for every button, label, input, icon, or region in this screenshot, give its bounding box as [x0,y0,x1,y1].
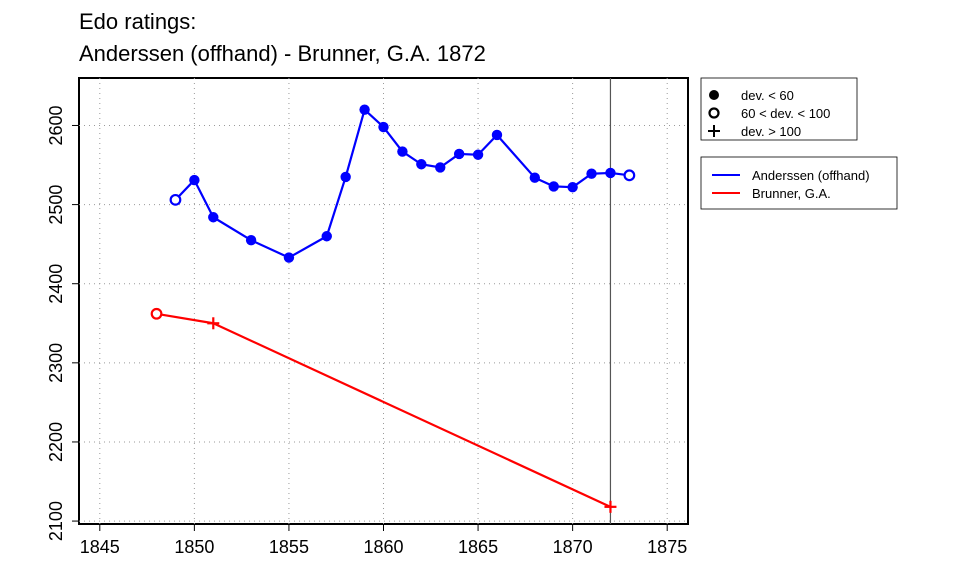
series-line-brunner [156,312,611,508]
series-line-anderssen [174,108,630,259]
data-point-anderssen [623,169,636,182]
data-point-anderssen [169,193,182,206]
legend-plus-icon [708,125,720,137]
legend-open-dot-icon [708,107,720,119]
legend-label-brunner: Brunner, G.A. [752,186,831,201]
y-tick-label: 2100 [46,501,66,541]
series-layer [150,104,636,513]
deviation-legend-box [700,77,858,141]
series-legend-box [700,156,898,210]
data-point-anderssen [567,181,578,193]
legend-filled-dot-icon [709,90,719,100]
x-tick-label: 1865 [458,537,498,557]
x-tick-label: 1850 [174,537,214,557]
data-point-brunner [207,317,220,330]
data-point-anderssen [491,129,503,141]
data-point-brunner [604,500,617,513]
deviation-legend: dev. < 60 60 < dev. < 100 dev. > 100 [700,77,858,141]
data-point-anderssen [453,148,465,160]
y-tick-label: 2400 [46,264,66,304]
data-point-anderssen [378,121,389,133]
legend-label-anderssen: Anderssen (offhand) [752,168,870,183]
x-tick-label: 1875 [647,537,687,557]
data-point-anderssen [435,162,446,173]
data-point-anderssen [359,104,370,115]
data-point-brunner [150,307,163,320]
chart-title-line-2: Anderssen (offhand) - Brunner, G.A. 1872 [79,41,486,66]
data-point-anderssen [586,168,597,179]
data-point-anderssen [283,252,295,263]
data-point-anderssen [416,159,427,170]
x-tick-label: 1855 [269,537,309,557]
data-point-anderssen [548,181,559,192]
data-point-anderssen [340,171,351,183]
y-tick-label: 2500 [46,185,66,225]
data-point-anderssen [189,174,200,186]
plot-frame [78,77,689,525]
data-point-anderssen [208,212,219,223]
legend-dev-high-label: dev. > 100 [741,124,801,139]
data-point-anderssen [321,231,332,242]
y-tick-label: 2200 [46,422,66,462]
y-tick-label: 2600 [46,105,66,145]
data-point-anderssen [397,146,408,157]
y-tick-label: 2300 [46,343,66,383]
series-legend: Anderssen (offhand) Brunner, G.A. [700,156,898,210]
data-point-anderssen [472,149,484,160]
x-tick-label: 1860 [363,537,403,557]
legend-dev-low-label: dev. < 60 [741,88,794,103]
legend-dev-mid-label: 60 < dev. < 100 [741,106,830,121]
axis-layer: 1845 1850 1855 1860 1865 1870 1875 2100 2200 2300… [46,105,687,557]
x-tick-label: 1845 [80,537,120,557]
x-tick-label: 1870 [553,537,593,557]
chart-title-line-1: Edo ratings: [79,9,196,34]
data-point-anderssen [529,172,541,183]
data-point-anderssen [605,167,616,179]
data-point-anderssen [245,234,257,246]
grid-layer [79,78,688,524]
